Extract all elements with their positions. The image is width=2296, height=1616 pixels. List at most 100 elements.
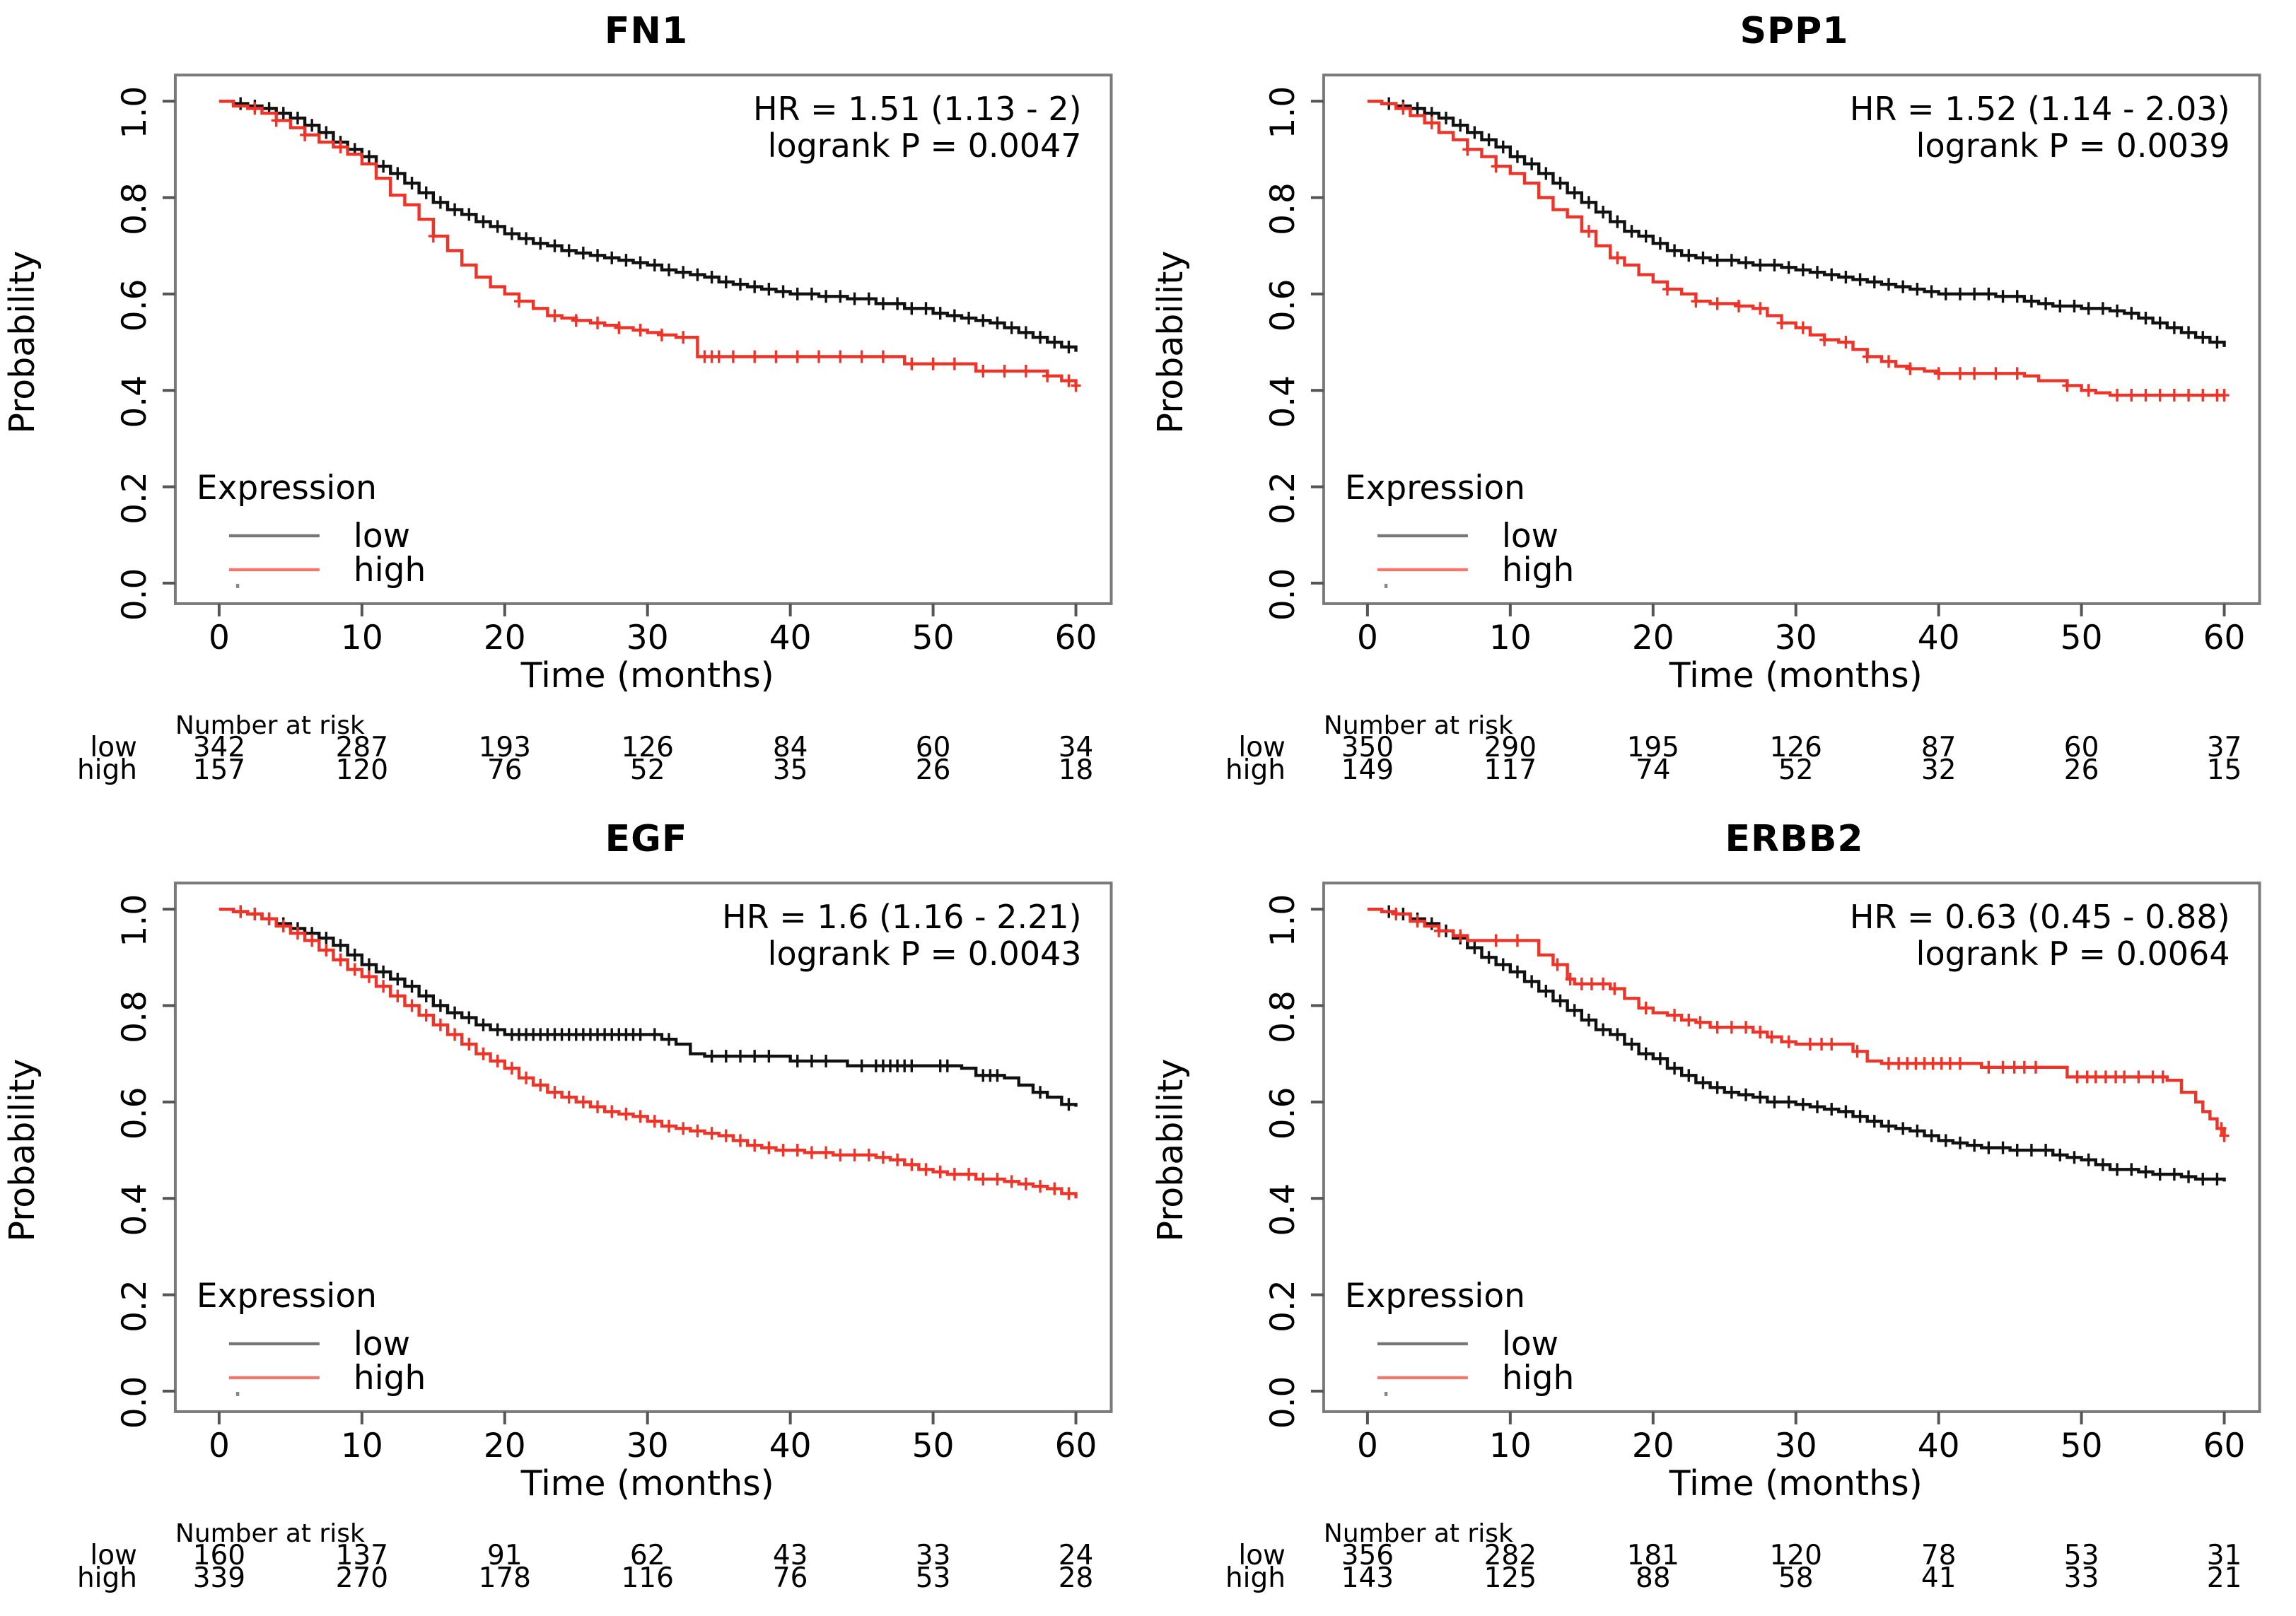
curve-low — [1367, 905, 2226, 1185]
risk-value-high: 52 — [630, 754, 665, 786]
stats-annotation: HR = 0.63 (0.45 - 0.88)logrank P = 0.006… — [1849, 898, 2230, 973]
x-axis: 0 10 20 30 40 50 60 Time (months) — [209, 1411, 1097, 1504]
risk-value-high: 76 — [487, 754, 523, 786]
x-tick-label: 10 — [341, 1427, 383, 1465]
x-tick-label: 20 — [1631, 1427, 1674, 1465]
logrank-text: logrank P = 0.0047 — [768, 127, 1082, 165]
legend-label-low: low — [1501, 517, 1558, 556]
x-axis: 0 10 20 30 40 50 60 Time (months) — [209, 603, 1097, 696]
x-axis: 0 10 20 30 40 50 60 Time (months) — [1356, 603, 2245, 696]
y-tick-label: 0.4 — [115, 1183, 154, 1236]
km-panel-egf: EGF 0 10 20 30 40 50 60 Time (months) 0.0 0.2 0.4 0… — [0, 808, 1148, 1616]
risk-value-high: 35 — [773, 754, 808, 786]
risk-value-high: 15 — [2206, 754, 2242, 786]
y-tick-label: 0.4 — [1263, 1183, 1302, 1236]
risk-value-high: 52 — [1778, 754, 1813, 786]
x-tick-label: 40 — [1917, 1427, 1959, 1465]
curve-high — [218, 905, 1078, 1200]
x-tick-label: 60 — [1055, 619, 1097, 657]
number-at-risk-table: Number at risk low 350 290 195 126 87 60 37 high 1… — [1225, 711, 2241, 786]
hr-text: HR = 1.6 (1.16 - 2.21) — [722, 898, 1081, 936]
y-tick-label: 0.8 — [1263, 182, 1302, 235]
hr-text: HR = 1.51 (1.13 - 2) — [753, 90, 1082, 128]
risk-value-low: 78 — [1921, 1540, 1956, 1571]
km-panel-fn1: FN1 0 10 20 30 40 50 60 Time (months) 0.0 0.2 0.4 0… — [0, 0, 1148, 808]
risk-value-high: 117 — [1484, 754, 1536, 786]
risk-value-low: 356 — [1341, 1540, 1393, 1571]
y-tick-label: 0.6 — [1263, 1087, 1302, 1140]
y-axis-title: Probability — [1150, 1059, 1190, 1242]
risk-value-high: 28 — [1059, 1562, 1094, 1594]
risk-value-low: 91 — [487, 1540, 523, 1571]
y-tick-label: 0.6 — [1263, 279, 1302, 332]
risk-value-low: 342 — [193, 732, 245, 763]
censor-dot-mark — [1384, 583, 1387, 588]
x-tick-label: 10 — [1488, 619, 1531, 657]
risk-value-low: 84 — [773, 732, 808, 763]
number-at-risk-table: Number at risk low 356 282 181 120 78 53 31 high 1… — [1225, 1519, 2241, 1594]
risk-value-high: 88 — [1635, 1562, 1670, 1594]
censor-dot-mark — [235, 1391, 240, 1396]
y-axis: 0.0 0.2 0.4 0.6 0.8 1.0 Probability — [2, 86, 175, 621]
x-tick-label: 20 — [484, 1427, 526, 1465]
x-tick-label: 30 — [627, 619, 669, 657]
x-tick-label: 0 — [1356, 1427, 1377, 1465]
x-tick-label: 20 — [484, 619, 526, 657]
risk-value-high: 116 — [622, 1562, 674, 1594]
stats-annotation: HR = 1.6 (1.16 - 2.21)logrank P = 0.0043 — [722, 898, 1081, 973]
risk-row-label-low: low — [90, 732, 137, 763]
curve-low — [218, 97, 1078, 353]
risk-value-low: 290 — [1484, 732, 1536, 763]
legend-label-high: high — [354, 1359, 426, 1398]
x-tick-label: 40 — [769, 1427, 812, 1465]
x-tick-label: 50 — [912, 619, 955, 657]
y-tick-label: 0.6 — [115, 279, 154, 332]
x-tick-label: 40 — [769, 619, 812, 657]
x-tick-label: 0 — [209, 619, 230, 657]
risk-value-high: 157 — [193, 754, 245, 786]
risk-value-high: 270 — [336, 1562, 388, 1594]
x-tick-label: 0 — [1356, 619, 1377, 657]
x-tick-label: 10 — [1488, 1427, 1531, 1465]
risk-value-high: 26 — [916, 754, 951, 786]
x-axis: 0 10 20 30 40 50 60 Time (months) — [1356, 1411, 2245, 1504]
y-axis: 0.0 0.2 0.4 0.6 0.8 1.0 Probability — [1150, 894, 1324, 1429]
number-at-risk-table: Number at risk low 160 137 91 62 43 33 24 high 339… — [77, 1519, 1093, 1594]
y-tick-label: 1.0 — [115, 86, 154, 139]
risk-value-low: 195 — [1626, 732, 1679, 763]
number-at-risk-table: Number at risk low 342 287 193 126 84 60 34 high 1… — [77, 711, 1093, 786]
risk-value-low: 62 — [630, 1540, 665, 1571]
km-step-line-high — [218, 99, 1078, 386]
hr-text: HR = 1.52 (1.14 - 2.03) — [1849, 90, 2230, 128]
risk-value-low: 60 — [916, 732, 951, 763]
risk-value-high: 74 — [1635, 754, 1670, 786]
x-tick-label: 10 — [341, 619, 383, 657]
km-step-line-low — [1367, 99, 2226, 347]
risk-value-low: 33 — [916, 1540, 951, 1571]
risk-table-header: Number at risk — [175, 1519, 365, 1548]
risk-value-high: 21 — [2206, 1562, 2242, 1594]
panel-title-erbb2: ERBB2 — [1725, 818, 1864, 860]
logrank-text: logrank P = 0.0043 — [768, 935, 1082, 973]
x-tick-label: 50 — [912, 1427, 955, 1465]
curve-high — [218, 99, 1081, 392]
x-tick-label: 60 — [2203, 1427, 2245, 1465]
plot-border — [1322, 882, 2261, 1413]
legend-title: Expression — [197, 469, 377, 508]
risk-value-low: 160 — [193, 1540, 245, 1571]
y-tick-label: 0.2 — [115, 1280, 154, 1333]
risk-value-high: 26 — [2063, 754, 2099, 786]
risk-row-label-low: low — [1238, 732, 1286, 763]
x-axis-title: Time (months) — [520, 1463, 774, 1504]
panel-title-fn1: FN1 — [604, 10, 689, 52]
legend-label-low: low — [354, 1325, 410, 1364]
y-tick-label: 0.8 — [1263, 990, 1302, 1043]
y-tick-label: 1.0 — [1263, 894, 1302, 947]
legend-title: Expression — [1344, 469, 1525, 508]
y-tick-label: 0.8 — [115, 182, 154, 235]
risk-value-low: 350 — [1341, 732, 1393, 763]
risk-value-low: 120 — [1769, 1540, 1822, 1571]
